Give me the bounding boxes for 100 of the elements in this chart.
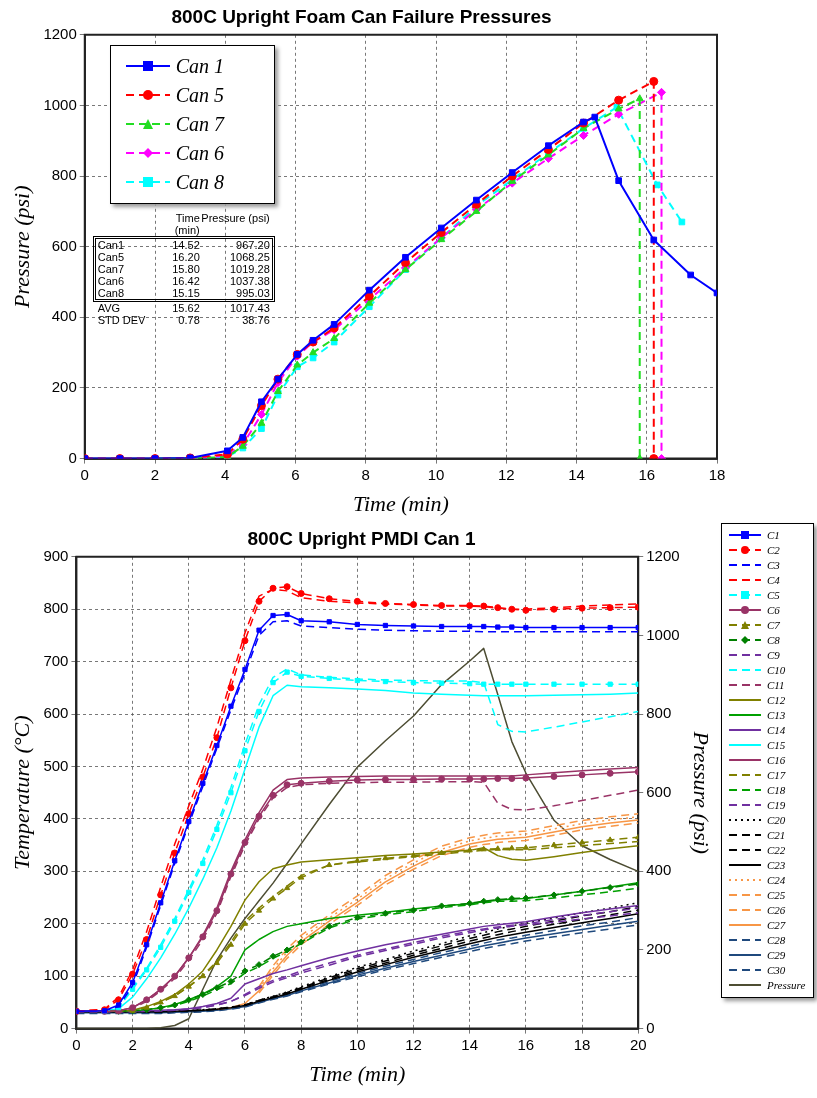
x-tick-label: 10 xyxy=(427,465,445,483)
x-tick-label: 2 xyxy=(128,1035,137,1053)
y-tick-label: 200 xyxy=(43,913,69,931)
x-tick-label: 4 xyxy=(221,465,230,483)
legend-label: C22 xyxy=(767,844,786,857)
legend-label: C2 xyxy=(767,544,780,557)
y-tick-label: 600 xyxy=(43,704,69,722)
annotation: 1017.43 xyxy=(229,302,270,314)
annotation: Can8 xyxy=(97,287,126,299)
y-tick-label: 800 xyxy=(43,599,69,617)
legend-label: C9 xyxy=(767,649,780,662)
legend-label: C3 xyxy=(767,559,780,572)
y-tick-label: 600 xyxy=(51,236,77,254)
annotation: Pressure (psi) xyxy=(200,212,270,226)
annotation: 38.76 xyxy=(241,314,270,326)
annotation: 995.03 xyxy=(235,287,270,299)
y-tick-label: 300 xyxy=(43,861,69,879)
annotation: 1037.38 xyxy=(229,275,270,287)
annotation: Can6 xyxy=(97,275,126,287)
x-tick-label: 18 xyxy=(708,465,726,483)
y-tick-label: 0 xyxy=(60,1018,69,1036)
chart-title: 800C Upright Foam Can Failure Pressures xyxy=(171,5,552,27)
legend-label: Can 1 xyxy=(175,54,225,78)
x-tick-label: 20 xyxy=(629,1035,647,1053)
legend-label: C29 xyxy=(767,949,786,962)
y-tick-label: 200 xyxy=(51,378,77,396)
x-tick-label: 6 xyxy=(240,1035,250,1053)
annotation: 15.15 xyxy=(171,287,200,299)
legend-label: Can 6 xyxy=(175,141,225,165)
x-tick-label: 14 xyxy=(568,465,585,483)
annotation: 967.20 xyxy=(235,239,270,251)
y-tick-label: 800 xyxy=(51,166,77,184)
chart-title: 800C Upright PMDI Can 1 xyxy=(247,527,476,549)
x-tick-label: 8 xyxy=(361,465,370,483)
y-tick-label: 500 xyxy=(43,756,69,774)
x-axis-title: Time (min) xyxy=(309,1060,406,1086)
legend-label: C11 xyxy=(767,679,785,692)
annotation: Can5 xyxy=(97,251,126,263)
x-axis-title: Time (min) xyxy=(352,490,449,516)
legend-label: C25 xyxy=(767,889,786,902)
y-tick-label: 900 xyxy=(43,546,69,564)
annotation: 15.80 xyxy=(171,263,200,275)
y-tick-label: 1200 xyxy=(43,24,77,42)
x-tick-label: 8 xyxy=(296,1035,306,1053)
y2-tick-label: 0 xyxy=(646,1018,655,1036)
annotation: Can1 xyxy=(97,239,126,251)
legend-label: C28 xyxy=(767,934,786,947)
legend-label: C13 xyxy=(767,709,786,722)
annotation: Can7 xyxy=(97,263,126,275)
x-tick-label: 16 xyxy=(517,1035,535,1053)
legend-label: C15 xyxy=(767,739,786,752)
legend-label: C21 xyxy=(767,829,786,842)
y2-tick-label: 1000 xyxy=(646,625,680,643)
x-tick-label: 18 xyxy=(573,1035,591,1053)
y-tick-label: 700 xyxy=(43,651,69,669)
annotation: STD DEV xyxy=(97,314,147,326)
x-tick-label: 14 xyxy=(461,1035,479,1053)
legend-label: C26 xyxy=(767,904,786,917)
y-tick-label: 1000 xyxy=(43,95,77,113)
legend-label: C7 xyxy=(767,619,780,632)
legend-label: C27 xyxy=(767,919,786,932)
x-tick-label: 12 xyxy=(497,465,515,483)
annotation: 1068.25 xyxy=(229,251,270,263)
y-axis-title: Temperature (°C) xyxy=(8,715,34,870)
y-tick-label: 400 xyxy=(51,307,77,325)
legend-label: C17 xyxy=(767,769,786,782)
y2-tick-label: 600 xyxy=(646,782,672,800)
y2-tick-label: 1200 xyxy=(646,546,680,564)
annotation: 16.20 xyxy=(171,251,200,263)
y-tick-label: 0 xyxy=(68,448,77,466)
y-tick-label: 400 xyxy=(43,809,69,827)
y2-tick-label: 200 xyxy=(646,940,672,958)
legend-label: Can 8 xyxy=(175,170,225,194)
y2-tick-label: 400 xyxy=(646,861,672,879)
legend-label: C19 xyxy=(767,799,786,812)
x-tick-label: 4 xyxy=(184,1035,193,1053)
legend-label: Pressure xyxy=(767,979,806,992)
legend-label: Can 7 xyxy=(175,112,225,136)
legend-label: C12 xyxy=(767,694,786,707)
y2-axis-title: Pressure (psi) xyxy=(689,730,715,854)
annotation: 15.62 xyxy=(171,302,200,314)
legend-label: C16 xyxy=(767,754,786,767)
legend-label: C1 xyxy=(767,529,780,542)
x-tick-label: 10 xyxy=(348,1035,366,1053)
legend-label: C10 xyxy=(767,664,786,677)
x-tick-label: 12 xyxy=(405,1035,422,1053)
x-tick-label: 2 xyxy=(150,465,160,483)
legend-label: C30 xyxy=(767,964,786,977)
legend-label: C20 xyxy=(767,814,786,827)
legend-label: C18 xyxy=(767,784,786,797)
legend-label: Can 5 xyxy=(175,83,225,107)
annotation: 14.52 xyxy=(171,239,200,251)
legend-label: C5 xyxy=(767,589,780,602)
x-tick-label: 6 xyxy=(291,465,300,483)
legend-label: C24 xyxy=(767,874,786,887)
y2-tick-label: 800 xyxy=(646,704,672,722)
annotation: Time (min) xyxy=(173,212,200,236)
annotation: 16.42 xyxy=(171,275,200,287)
annotation: 1019.28 xyxy=(229,263,270,275)
y-axis-title: Pressure (psi) xyxy=(8,185,34,309)
